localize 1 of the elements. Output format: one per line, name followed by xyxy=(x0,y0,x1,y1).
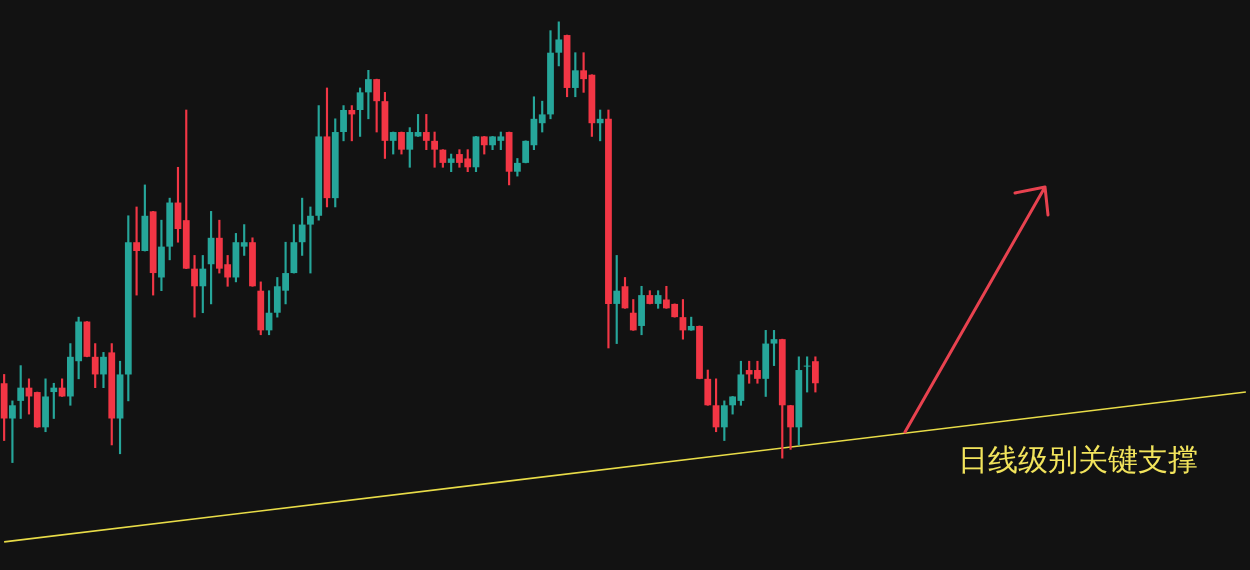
series-label: 日线级别关键支撑 xyxy=(957,441,1198,477)
